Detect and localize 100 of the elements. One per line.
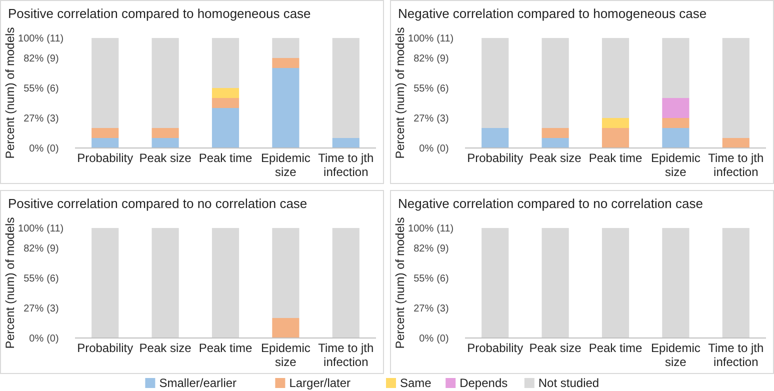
bar (722, 38, 750, 138)
y2-tick-label: (6) (436, 84, 449, 94)
y-tick-label: 100% (18, 34, 44, 44)
y2-tick-label: (9) (46, 244, 59, 254)
bar (152, 138, 179, 148)
x-tick-label: Epidemic size (261, 341, 310, 369)
bar (542, 138, 569, 148)
x-tick-label: Probability (77, 151, 134, 165)
y-tick-label: 27% (414, 304, 434, 315)
x-tick-label: Peak time (588, 151, 642, 165)
y2-tick-label: (9) (436, 244, 449, 254)
y-tick-label: 82% (414, 54, 434, 64)
y2-tick-label: (11) (436, 34, 454, 44)
bar (212, 38, 240, 88)
y2-tick-label: (11) (436, 224, 454, 234)
y2-tick-label: (0) (46, 144, 59, 154)
x-tick-label: Peak size (529, 151, 582, 165)
bar (332, 138, 360, 148)
bar (92, 138, 119, 148)
x-tick-label: Peak time (198, 151, 252, 165)
bar (542, 128, 569, 138)
y2-tick-label: (3) (436, 304, 449, 314)
y-tick-label: 0% (419, 334, 434, 344)
bar (272, 68, 300, 148)
bar (602, 118, 630, 128)
chart-title: Negative correlation compared to no correlation case (398, 196, 703, 211)
y-axis-title: Percent (num) of models (393, 217, 407, 349)
y-axis-title: Percent (num) of models (393, 27, 407, 159)
chart-title: Positive correlation compared to no correlation case (8, 196, 308, 211)
y-tick-label: 100% (408, 224, 434, 234)
x-tick-label: Epidemic size (651, 151, 700, 179)
x-tick-label: Time to jth infection (708, 341, 764, 369)
y-axis-title: Percent (num) of models (3, 217, 17, 349)
y-tick-label: 55% (414, 83, 434, 94)
x-tick-label: Epidemic size (651, 341, 700, 369)
y-tick-label: 55% (24, 83, 44, 94)
x-tick-label: Epidemic size (261, 151, 310, 179)
bar (542, 38, 569, 128)
bar (482, 128, 509, 148)
bar (212, 98, 240, 108)
x-tick-label: Peak size (529, 341, 582, 355)
bar (212, 88, 240, 98)
y-tick-label: 27% (24, 114, 44, 125)
y-tick-label: 55% (24, 273, 44, 284)
bar (602, 38, 630, 118)
x-tick-label: Peak size (139, 151, 192, 165)
bar (602, 128, 630, 148)
y-tick-label: 0% (29, 144, 44, 154)
x-tick-label: Peak time (588, 341, 642, 355)
x-tick-label: Time to jth infection (318, 341, 374, 369)
bar (272, 58, 300, 68)
y2-tick-label: (0) (436, 334, 449, 344)
bar (152, 38, 179, 128)
y-tick-label: 100% (18, 224, 44, 234)
x-tick-label: Time to jth infection (318, 151, 374, 179)
legend-label: Not studied (538, 376, 600, 390)
bar (722, 138, 750, 148)
y2-tick-label: (9) (46, 54, 59, 64)
bar (662, 98, 690, 118)
x-tick-label: Probability (467, 341, 524, 355)
y2-tick-label: (6) (46, 84, 59, 94)
bar (662, 128, 690, 148)
bar (332, 38, 360, 138)
y2-tick-label: (0) (436, 144, 449, 154)
y-tick-label: 100% (408, 34, 434, 44)
y2-tick-label: (3) (46, 304, 59, 314)
y2-tick-label: (9) (436, 54, 449, 64)
x-tick-label: Peak size (139, 341, 192, 355)
y-tick-label: 82% (24, 54, 44, 64)
y-tick-label: 82% (24, 244, 44, 254)
y-tick-label: 55% (414, 273, 434, 284)
y-tick-label: 0% (419, 144, 434, 154)
y-tick-label: 27% (24, 304, 44, 315)
x-tick-label: Probability (77, 341, 134, 355)
x-tick-label: Peak time (198, 341, 252, 355)
bar (152, 128, 179, 138)
y2-tick-label: (6) (436, 274, 449, 284)
y-axis-title: Percent (num) of models (3, 27, 17, 159)
y2-tick-label: (11) (46, 224, 64, 234)
y-tick-label: 82% (414, 244, 434, 254)
y2-tick-label: (6) (46, 274, 59, 284)
x-tick-label: Probability (467, 151, 524, 165)
bar (482, 38, 509, 128)
legend-label: Smaller/earlier (159, 376, 237, 390)
y-tick-label: 0% (29, 334, 44, 344)
chart-title: Negative correlation compared to homogeneous case (398, 6, 707, 21)
x-tick-label: Time to jth infection (708, 151, 764, 179)
bar (212, 108, 240, 148)
y2-tick-label: (11) (46, 34, 64, 44)
y-tick-label: 27% (414, 114, 434, 125)
bar (662, 118, 690, 128)
y2-tick-label: (0) (46, 334, 59, 344)
y2-tick-label: (3) (436, 114, 449, 124)
legend-label: Depends (460, 376, 508, 390)
chart-title: Positive correlation compared to homogeneous case (8, 6, 311, 21)
bar (272, 38, 300, 58)
legend-label: Larger/later (289, 376, 351, 390)
bar (662, 38, 690, 98)
bar (92, 38, 119, 128)
y2-tick-label: (3) (46, 114, 59, 124)
